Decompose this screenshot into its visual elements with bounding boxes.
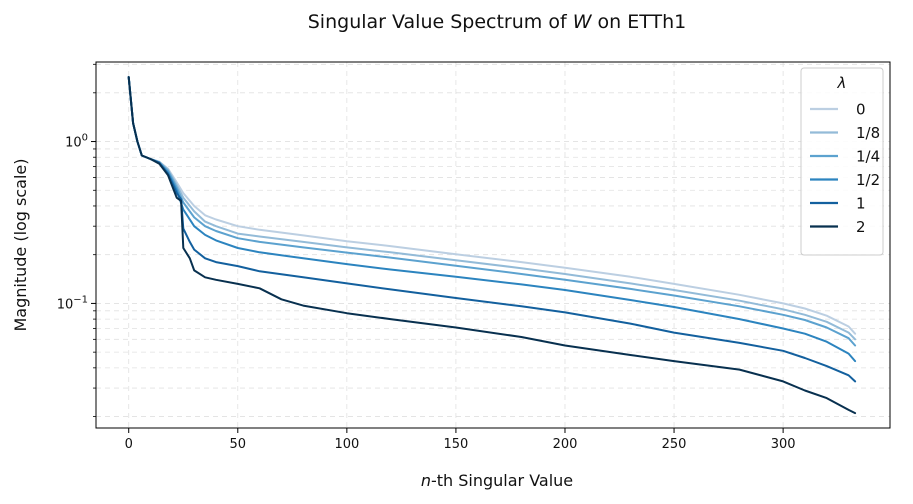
series-line-5	[127, 76, 857, 415]
legend-title: λ	[837, 74, 847, 92]
x-axis-ticks: 0 50 100 150 200 250 300	[125, 428, 796, 452]
legend-label: 1	[856, 195, 866, 213]
x-tick-label: 200	[553, 437, 578, 452]
chart-title: Singular Value Spectrum of W on ETTh1	[308, 11, 687, 33]
x-tick-label: 100	[334, 437, 359, 452]
x-tick-label: 300	[771, 437, 796, 452]
x-tick-label: 0	[125, 437, 133, 452]
legend-label: 1/2	[856, 171, 880, 189]
legend-box	[800, 67, 884, 256]
legend-label: 0	[856, 101, 866, 119]
y-axis-ticks: 100 10−1	[57, 63, 96, 417]
y-axis-label: Magnitude (log scale)	[11, 158, 30, 331]
legend-label: 2	[856, 218, 866, 236]
y-tick-label: 100	[65, 133, 88, 151]
grid	[96, 62, 890, 428]
legend: λ 0 1/8 1/4 1/2 1 2	[800, 67, 884, 256]
plot-frame	[95, 61, 891, 429]
y-tick-label: 10−1	[57, 294, 88, 312]
legend-label: 1/8	[856, 124, 880, 142]
x-tick-label: 150	[444, 437, 469, 452]
x-tick-label: 250	[662, 437, 687, 452]
legend-label: 1/4	[856, 148, 880, 166]
x-axis-label: n-th Singular Value	[421, 471, 573, 490]
x-tick-label: 50	[230, 437, 247, 452]
series-lines	[127, 76, 857, 415]
